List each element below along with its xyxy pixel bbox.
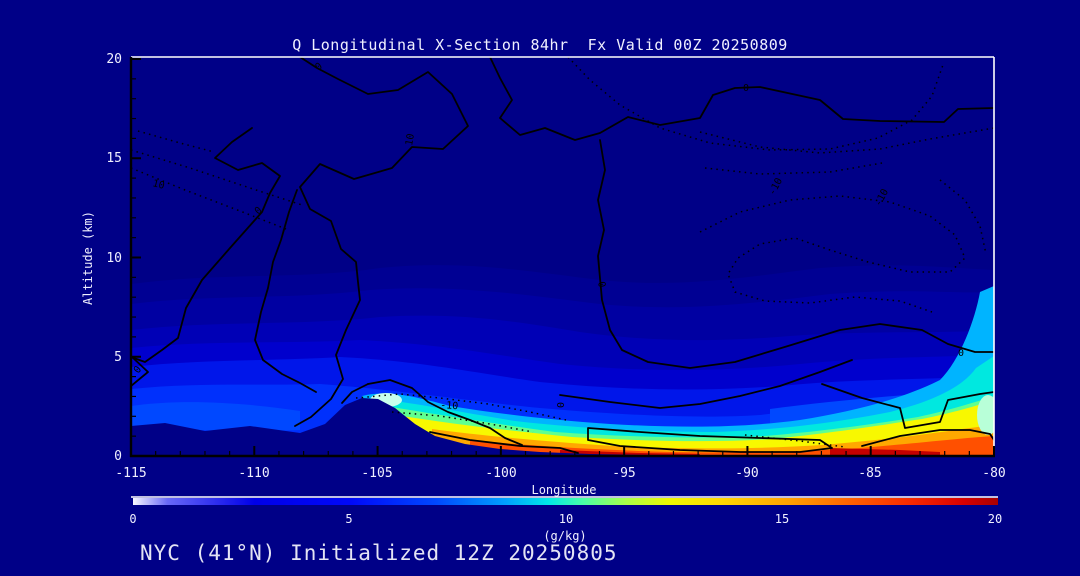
cb-tick-5: 5 <box>345 512 353 526</box>
y-tick-10: 10 <box>106 251 122 266</box>
colorbar <box>131 496 998 505</box>
svg-text:0: 0 <box>253 205 265 217</box>
x-tick--90: -90 <box>735 466 759 481</box>
svg-text:-10: -10 <box>440 400 459 412</box>
y-tick-0: 0 <box>114 449 122 464</box>
y-tick-5: 5 <box>114 350 122 365</box>
y-tick-20: 20 <box>106 52 122 67</box>
q-filled-contours: 0 10 10 0 -10 -10 -10 0 0 0 0 0 <box>131 57 994 457</box>
svg-text:0: 0 <box>554 402 565 408</box>
svg-text:0: 0 <box>313 61 324 73</box>
x-tick--110: -110 <box>238 466 270 481</box>
svg-text:0: 0 <box>595 281 607 289</box>
x-tick--95: -95 <box>612 466 636 481</box>
svg-text:10: 10 <box>151 178 165 192</box>
terrain-profile <box>131 398 720 457</box>
solid-contours <box>131 57 994 454</box>
colorbar-units: (g/kg) <box>543 529 587 543</box>
svg-text:0: 0 <box>958 348 964 359</box>
svg-text:0: 0 <box>132 364 144 376</box>
y-tick-15: 15 <box>106 151 122 166</box>
x-tick--85: -85 <box>858 466 882 481</box>
svg-text:0: 0 <box>743 83 749 94</box>
cb-tick-15: 15 <box>774 512 790 526</box>
dotted-contours <box>131 57 994 448</box>
svg-text:10: 10 <box>404 133 417 147</box>
plot-frame <box>129 56 995 458</box>
x-tick--105: -105 <box>361 466 393 481</box>
x-tick--80: -80 <box>982 466 1006 481</box>
cb-tick-20: 20 <box>987 512 1003 526</box>
init-info-text: NYC (41°N) Initialized 12Z 20250805 <box>140 541 618 565</box>
x-tick--100: -100 <box>485 466 517 481</box>
plot-title: Q Longitudinal X-Section 84hr Fx Valid 0… <box>292 36 788 54</box>
axis-ticks <box>130 58 995 457</box>
x-axis-label: Longitude <box>531 483 597 497</box>
cb-tick-0: 0 <box>129 512 137 526</box>
x-tick--115: -115 <box>115 466 147 481</box>
cb-tick-10: 10 <box>558 512 574 526</box>
